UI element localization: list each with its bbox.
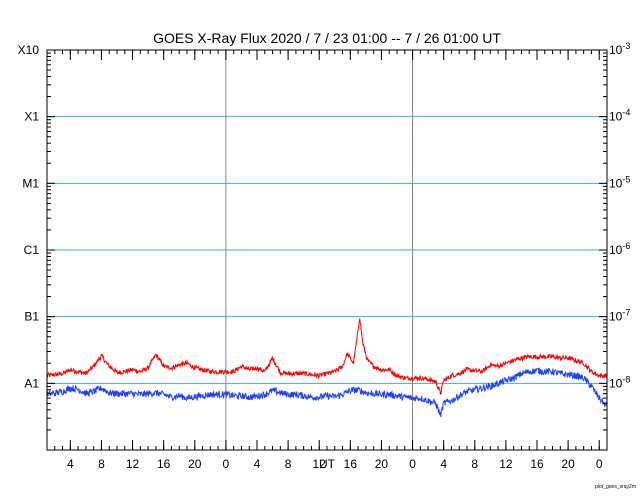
- x-tick-label: 4: [67, 457, 74, 471]
- axis-ticks: [47, 49, 607, 451]
- grid-lines: [47, 50, 607, 450]
- x-tick-label: 20: [375, 457, 389, 471]
- x-tick-label: 0: [596, 457, 603, 471]
- y-left-label: B1: [24, 310, 39, 324]
- y-right-label: 10-5: [609, 174, 630, 190]
- series-line-short: [46, 367, 608, 418]
- y-left-label: X10: [18, 43, 40, 57]
- y-left-label: X1: [24, 110, 39, 124]
- x-tick-label: 16: [530, 457, 544, 471]
- chart-title: GOES X-Ray Flux 2020 / 7 / 23 01:00 -- 7…: [153, 30, 501, 46]
- y-right-label: 10-6: [609, 241, 630, 257]
- x-tick-label: 20: [188, 457, 202, 471]
- x-tick-label: 4: [254, 457, 261, 471]
- y-right-label: 10-4: [609, 108, 630, 124]
- x-tick-label: 16: [157, 457, 171, 471]
- series-line-long: [46, 318, 608, 395]
- x-tick-label: 8: [98, 457, 105, 471]
- x-tick-label: 12: [499, 457, 513, 471]
- y-right-label: 10-8: [609, 374, 630, 390]
- x-tick-label: 20: [561, 457, 575, 471]
- axis-labels: 4 8 12 16 20 0 4 8 12 16 20 0 4 8 12 16 20 0 X10 X1 M1 C1 B1 A1…: [18, 41, 631, 471]
- x-tick-label: 12: [126, 457, 140, 471]
- y-left-label: M1: [22, 176, 39, 190]
- x-tick-label: 0: [409, 457, 416, 471]
- y-left-label: C1: [24, 243, 40, 257]
- x-tick-label: 16: [344, 457, 358, 471]
- x-axis-title: UT: [319, 457, 336, 471]
- x-tick-label: 8: [285, 457, 292, 471]
- x-tick-label: 12: [313, 457, 327, 471]
- y-right-label: 10-7: [609, 308, 630, 324]
- x-tick-label: 4: [440, 457, 447, 471]
- footer-label: plot_goes_xray2m: [595, 484, 636, 490]
- x-tick-label: 0: [223, 457, 230, 471]
- y-left-label: A1: [24, 376, 39, 390]
- y-right-label: 10-3: [609, 41, 630, 57]
- series-layer: [46, 318, 608, 418]
- x-tick-label: 8: [471, 457, 478, 471]
